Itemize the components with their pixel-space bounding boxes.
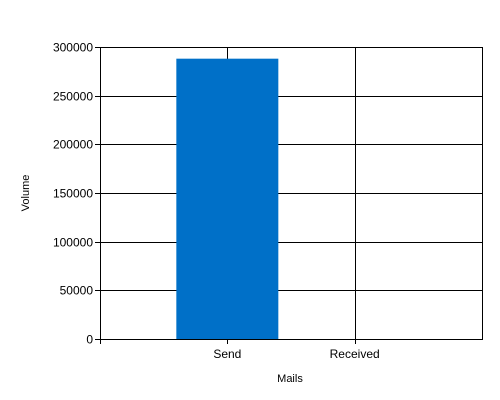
y-tick-label: 150000: [53, 187, 93, 201]
y-axis-title: Volume: [20, 175, 32, 212]
y-tick-label: 0: [86, 333, 93, 347]
bar-send: [176, 58, 279, 340]
y-tick-label: 100000: [53, 236, 93, 250]
y-tick-label: 50000: [60, 284, 94, 298]
bars: [176, 58, 279, 340]
grid-lines: [100, 47, 483, 340]
y-tick-label: 250000: [53, 90, 93, 104]
axes: [95, 47, 483, 344]
y-tick-label: 200000: [53, 138, 93, 152]
x-tick-label: Send: [213, 347, 241, 361]
x-axis-title: Mails: [277, 373, 303, 385]
y-tick-labels: 0 50000 100000 150000 200000 250000 300000: [53, 41, 93, 347]
x-tick-labels: Send Received: [213, 347, 379, 361]
y-tick-label: 300000: [53, 41, 93, 55]
x-tick-label: Received: [330, 347, 380, 361]
